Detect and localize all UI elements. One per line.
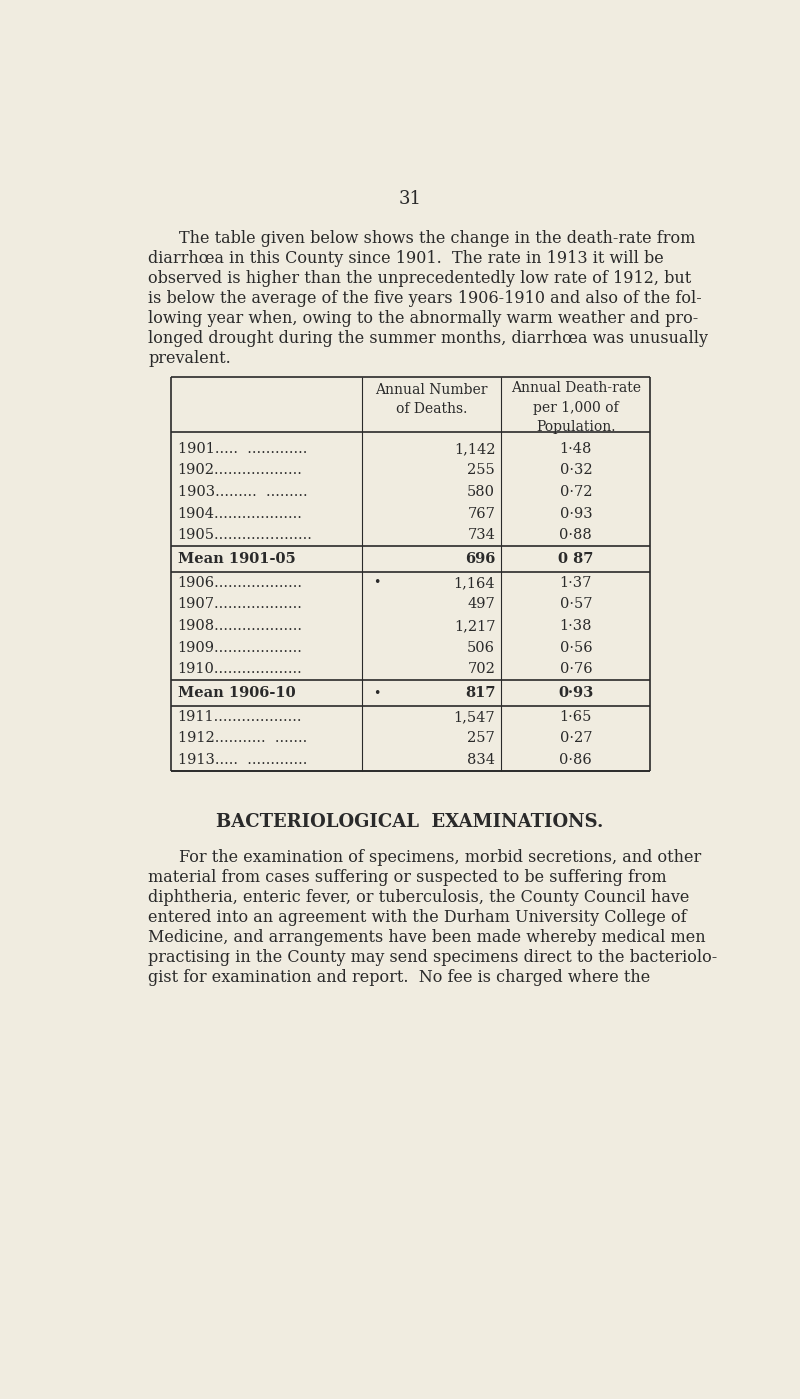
Text: BACTERIOLOGICAL  EXAMINATIONS.: BACTERIOLOGICAL EXAMINATIONS. bbox=[216, 813, 604, 831]
Text: 1,217: 1,217 bbox=[454, 618, 495, 632]
Text: longed drought during the summer months, diarrhœa was unusually: longed drought during the summer months,… bbox=[148, 330, 708, 347]
Text: 767: 767 bbox=[467, 506, 495, 520]
Text: 0·56: 0·56 bbox=[559, 641, 592, 655]
Text: 1905...........….......: 1905...........…....... bbox=[178, 529, 312, 543]
Text: Annual Number
of Deaths.: Annual Number of Deaths. bbox=[375, 383, 488, 417]
Text: 0·72: 0·72 bbox=[560, 485, 592, 499]
Text: 1910...................: 1910................... bbox=[178, 662, 302, 676]
Text: 696: 696 bbox=[465, 553, 495, 567]
Text: For the examination of specimens, morbid secretions, and other: For the examination of specimens, morbid… bbox=[179, 849, 702, 866]
Text: 1902...................: 1902................... bbox=[178, 463, 302, 477]
Text: 817: 817 bbox=[465, 686, 495, 700]
Text: observed is higher than the unprecedentedly low rate of 1912, but: observed is higher than the unprecedente… bbox=[148, 270, 691, 287]
Text: 1·38: 1·38 bbox=[560, 618, 592, 632]
Text: 1,547: 1,547 bbox=[454, 709, 495, 723]
Text: practising in the County may send specimens direct to the bacteriolo-: practising in the County may send specim… bbox=[148, 949, 718, 965]
Text: 497: 497 bbox=[467, 597, 495, 611]
Text: 1913.....  .............: 1913..... ............. bbox=[178, 753, 307, 767]
Text: gist for examination and report.  No fee is charged where the: gist for examination and report. No fee … bbox=[148, 968, 650, 986]
Text: 702: 702 bbox=[467, 662, 495, 676]
Text: 0·86: 0·86 bbox=[559, 753, 592, 767]
Text: 1904...................: 1904................... bbox=[178, 506, 302, 520]
Text: entered into an agreement with the Durham University College of: entered into an agreement with the Durha… bbox=[148, 908, 686, 926]
Text: 257: 257 bbox=[467, 732, 495, 746]
Text: 1912...........  .......: 1912........... ....... bbox=[178, 732, 306, 746]
Text: 0·27: 0·27 bbox=[560, 732, 592, 746]
Text: Mean 1906-10: Mean 1906-10 bbox=[178, 686, 295, 700]
Text: 1·37: 1·37 bbox=[560, 576, 592, 590]
Text: Mean 1901-05: Mean 1901-05 bbox=[178, 553, 295, 567]
Text: 0·93: 0·93 bbox=[559, 506, 592, 520]
Text: •: • bbox=[373, 576, 380, 589]
Text: material from cases suffering or suspected to be suffering from: material from cases suffering or suspect… bbox=[148, 869, 666, 886]
Text: 1906...................: 1906................... bbox=[178, 576, 302, 590]
Text: Annual Death-rate
per 1,000 of
Population.: Annual Death-rate per 1,000 of Populatio… bbox=[511, 381, 641, 434]
Text: •: • bbox=[373, 687, 380, 700]
Text: 1908...................: 1908................... bbox=[178, 618, 302, 632]
Text: 1·48: 1·48 bbox=[560, 442, 592, 456]
Text: 0·57: 0·57 bbox=[560, 597, 592, 611]
Text: 0·76: 0·76 bbox=[559, 662, 592, 676]
Text: 1901.....  .............: 1901..... ............. bbox=[178, 442, 307, 456]
Text: prevalent.: prevalent. bbox=[148, 350, 231, 368]
Text: 1,142: 1,142 bbox=[454, 442, 495, 456]
Text: The table given below shows the change in the death-rate from: The table given below shows the change i… bbox=[179, 231, 695, 248]
Text: 0·32: 0·32 bbox=[559, 463, 592, 477]
Text: 0·88: 0·88 bbox=[559, 529, 592, 543]
Text: 734: 734 bbox=[467, 529, 495, 543]
Text: 31: 31 bbox=[398, 190, 422, 208]
Text: 506: 506 bbox=[467, 641, 495, 655]
Text: diphtheria, enteric fever, or tuberculosis, the County Council have: diphtheria, enteric fever, or tuberculos… bbox=[148, 888, 690, 905]
Text: 1911...................: 1911................... bbox=[178, 709, 302, 723]
Text: 255: 255 bbox=[467, 463, 495, 477]
Text: lowing year when, owing to the abnormally warm weather and pro-: lowing year when, owing to the abnormall… bbox=[148, 311, 698, 327]
Text: 1·65: 1·65 bbox=[560, 709, 592, 723]
Text: 834: 834 bbox=[467, 753, 495, 767]
Text: 0·93: 0·93 bbox=[558, 686, 594, 700]
Text: is below the average of the five years 1906-1910 and also of the fol-: is below the average of the five years 1… bbox=[148, 291, 702, 308]
Text: 1903.........  .........: 1903......... ......... bbox=[178, 485, 307, 499]
Text: diarrhœa in this County since 1901.  The rate in 1913 it will be: diarrhœa in this County since 1901. The … bbox=[148, 250, 664, 267]
Text: 1907...................: 1907................... bbox=[178, 597, 302, 611]
Text: 580: 580 bbox=[467, 485, 495, 499]
Text: Medicine, and arrangements have been made whereby medical men: Medicine, and arrangements have been mad… bbox=[148, 929, 706, 946]
Text: 1,164: 1,164 bbox=[454, 576, 495, 590]
Text: 1909...................: 1909................... bbox=[178, 641, 302, 655]
Text: 0 87: 0 87 bbox=[558, 553, 594, 567]
